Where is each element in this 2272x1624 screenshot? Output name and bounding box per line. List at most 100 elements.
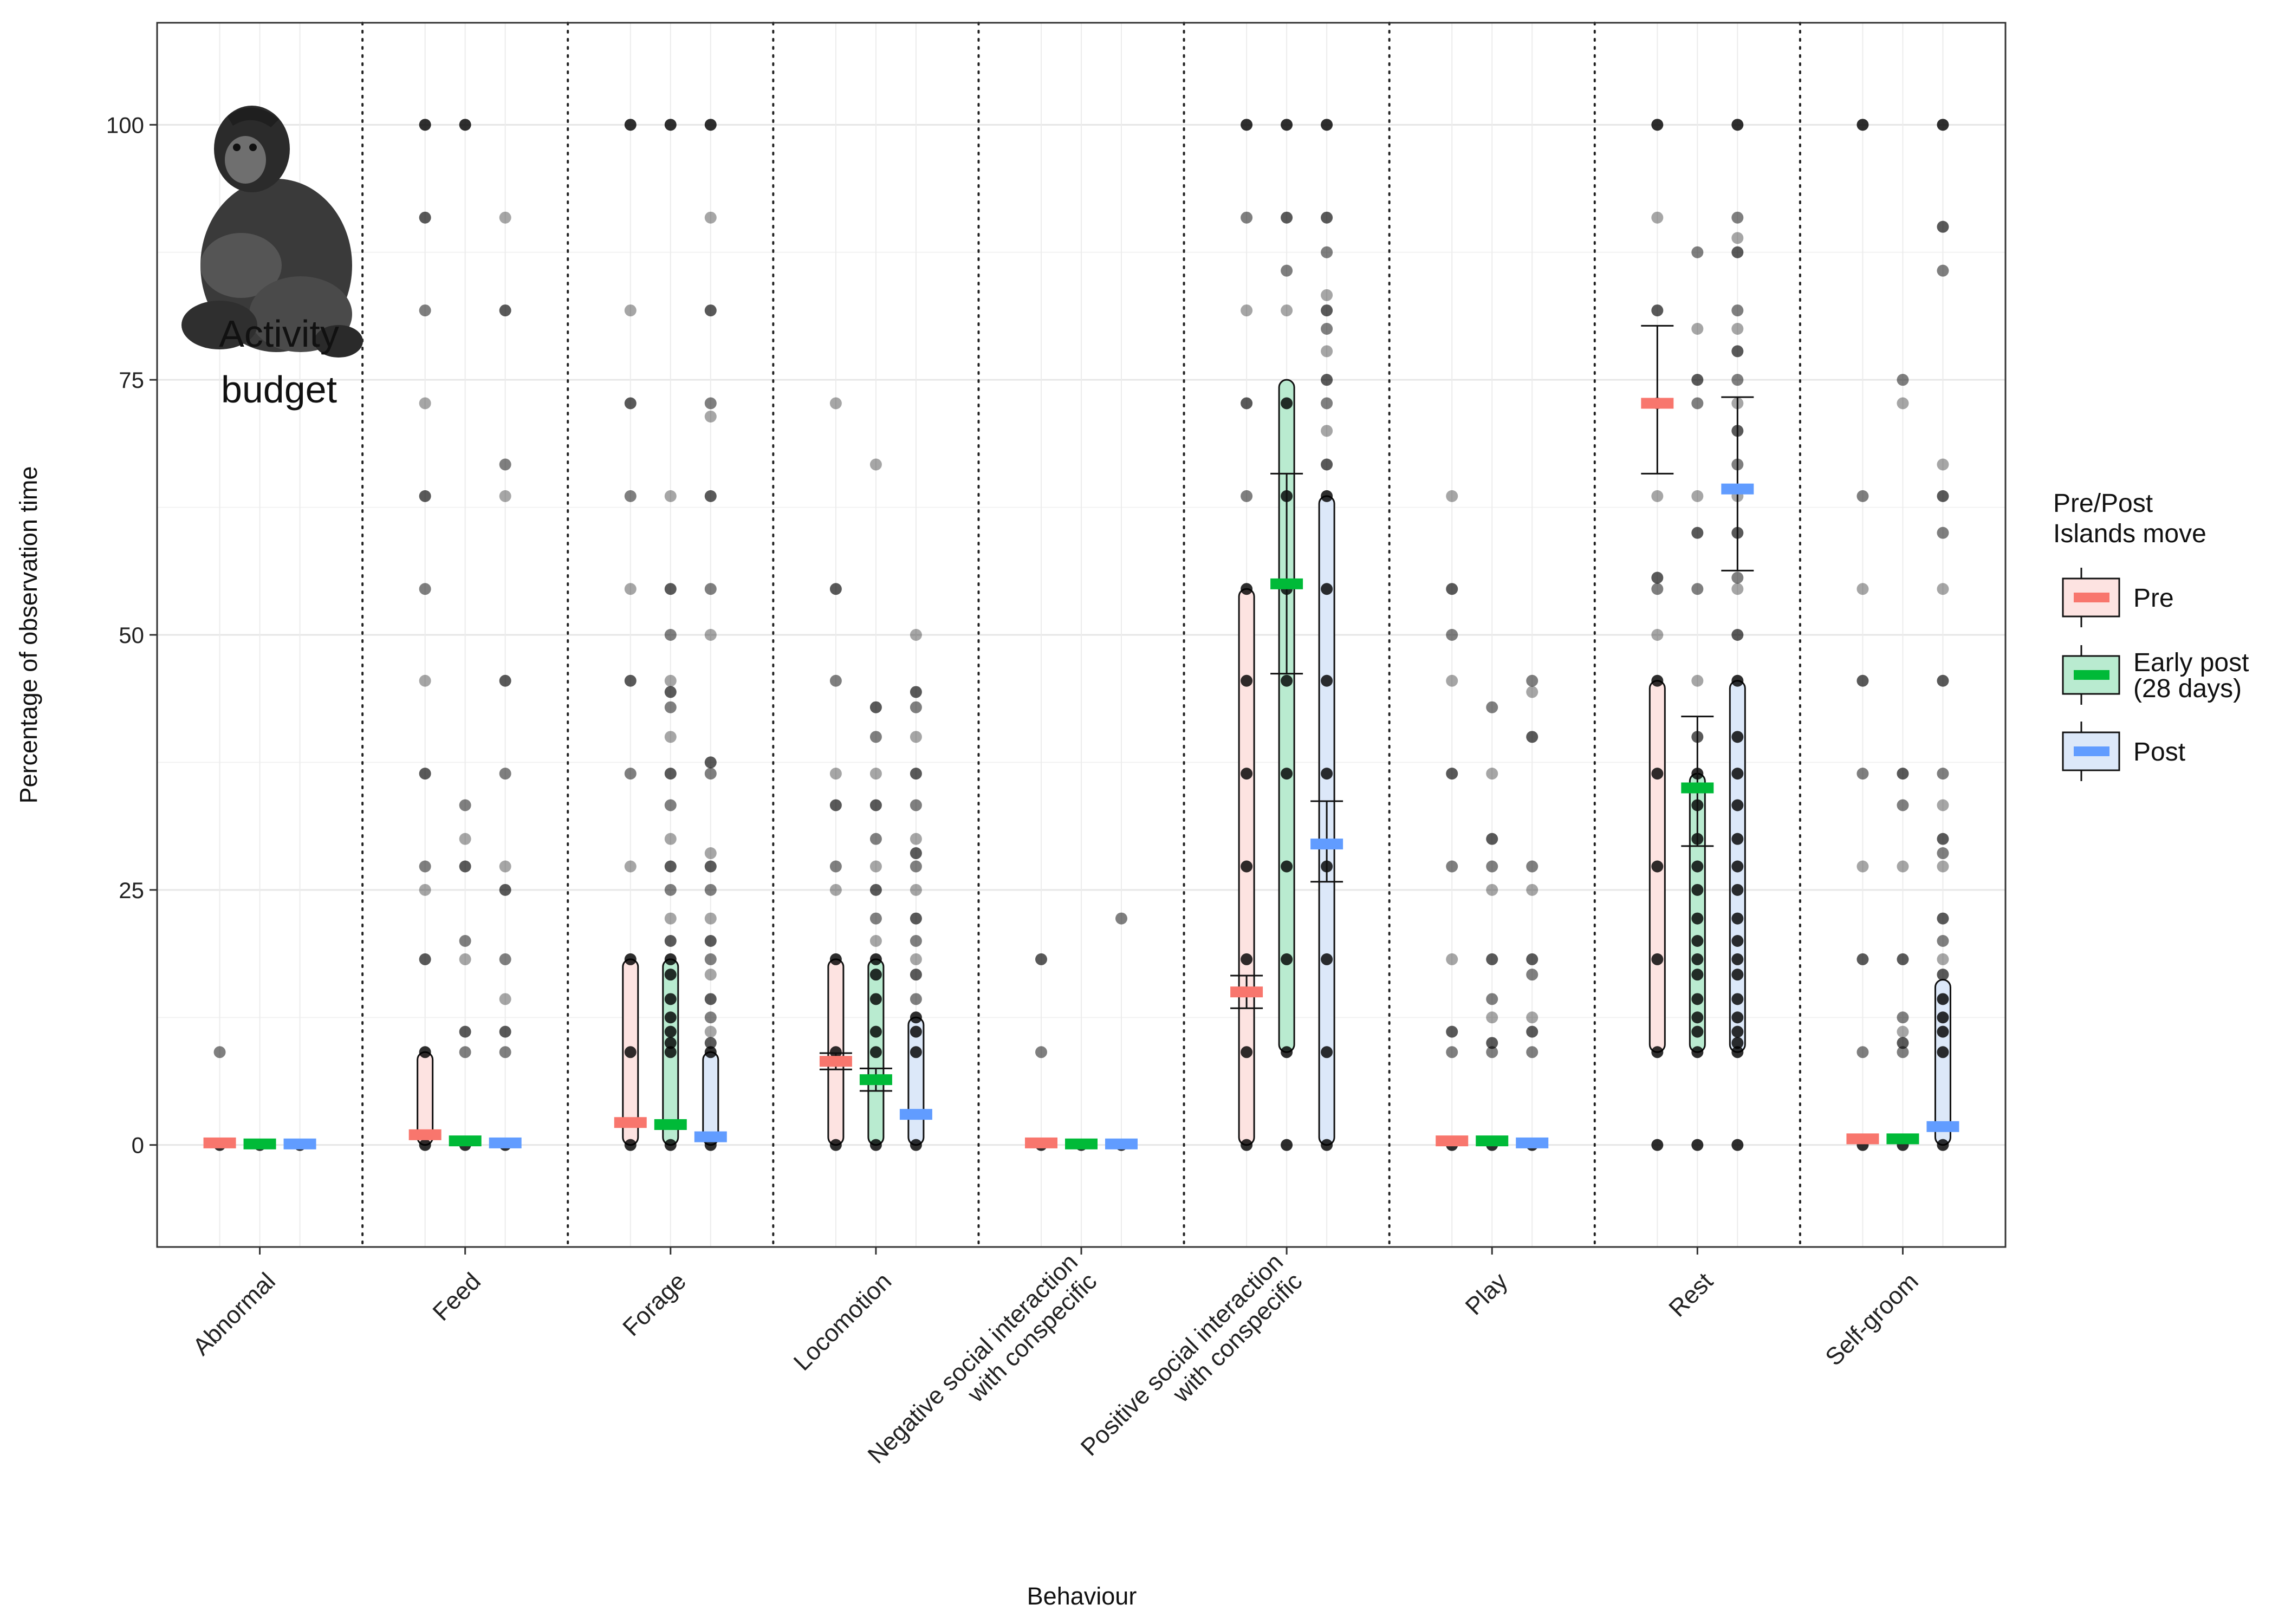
post-mean-marker xyxy=(899,1109,932,1120)
early-mean-marker xyxy=(654,1119,687,1130)
post-mean-marker xyxy=(1926,1121,1959,1132)
post-mean-marker xyxy=(1310,839,1343,850)
pre-data-point xyxy=(1651,304,1664,317)
post-data-point xyxy=(1731,884,1744,896)
post-data-point xyxy=(1937,768,1949,780)
pre-data-point xyxy=(829,1046,842,1058)
pre-data-point xyxy=(624,490,637,502)
post-data-point xyxy=(499,490,511,502)
early-data-point xyxy=(1281,1046,1293,1058)
post-data-point xyxy=(1937,458,1949,471)
pre-legend-box xyxy=(2062,577,2120,618)
post-data-point xyxy=(1731,1025,1744,1038)
post-data-point xyxy=(499,1025,511,1038)
pre-data-point xyxy=(1241,490,1253,502)
post-mean-marker xyxy=(694,1131,727,1142)
data-points xyxy=(213,119,1949,1151)
early-data-point xyxy=(664,1037,677,1049)
post-data-point xyxy=(704,583,717,595)
post-data-point xyxy=(1731,345,1744,358)
pre-data-point xyxy=(624,674,637,687)
pre-data-point xyxy=(1651,860,1664,873)
early-data-point xyxy=(869,458,882,471)
post-data-point xyxy=(499,458,511,471)
pre-data-point xyxy=(1035,1046,1047,1058)
post-data-point xyxy=(910,884,922,896)
post-data-point xyxy=(1321,323,1333,335)
post-data-point xyxy=(1321,345,1333,358)
facet-separators xyxy=(361,22,1801,1248)
early-data-point xyxy=(1691,935,1704,947)
post-data-point xyxy=(704,860,717,873)
pre-data-point xyxy=(624,119,637,131)
early-data-point xyxy=(1897,1037,1909,1049)
early-data-point xyxy=(459,953,471,965)
early-data-point xyxy=(1897,860,1909,873)
early-data-point xyxy=(664,884,677,896)
post-data-point xyxy=(1731,799,1744,811)
early-data-point xyxy=(1486,1037,1498,1049)
early-data-point xyxy=(869,969,882,981)
post-data-point xyxy=(1731,246,1744,258)
early-data-point xyxy=(1691,1011,1704,1024)
post-data-point xyxy=(1731,571,1744,584)
early-data-point xyxy=(1281,211,1293,224)
pre-data-point xyxy=(1241,1139,1253,1151)
post-data-point xyxy=(704,993,717,1005)
post-data-point xyxy=(499,884,511,896)
post-data-point xyxy=(1321,1139,1333,1151)
y-tick-label: 75 xyxy=(119,367,144,393)
post-data-point xyxy=(1731,232,1744,244)
post-mean-marker xyxy=(283,1138,316,1149)
early-data-point xyxy=(664,1046,677,1058)
early-data-point xyxy=(1897,374,1909,386)
pre-data-point xyxy=(1446,629,1458,641)
early-data-point xyxy=(1691,912,1704,925)
pre-legend-label: Pre xyxy=(2133,584,2174,613)
post-data-point xyxy=(910,731,922,743)
early-data-point xyxy=(664,1139,677,1151)
pre-data-point xyxy=(1651,1139,1664,1151)
early-data-point xyxy=(664,686,677,698)
post-data-point xyxy=(1937,220,1949,233)
early-data-point xyxy=(1281,953,1293,965)
early-data-point xyxy=(869,768,882,780)
early-data-point xyxy=(664,1011,677,1024)
post-data-point xyxy=(704,211,717,224)
post-data-point xyxy=(704,1025,717,1038)
early-data-point xyxy=(869,953,882,965)
early-legend-label: (28 days) xyxy=(2133,674,2242,703)
pre-data-point xyxy=(419,119,431,131)
post-data-point xyxy=(1731,629,1744,641)
post-data-point xyxy=(1526,674,1539,687)
post-data-point xyxy=(1115,912,1127,925)
pre-data-point xyxy=(624,304,637,317)
post-data-point xyxy=(1731,731,1744,743)
post-data-point xyxy=(1731,953,1744,965)
post-data-point xyxy=(1321,397,1333,410)
early-data-point xyxy=(664,490,677,502)
post-data-point xyxy=(910,833,922,845)
post-data-point xyxy=(1321,374,1333,386)
pre-data-point xyxy=(1446,1025,1458,1038)
pre-data-point xyxy=(1651,953,1664,965)
early-data-point xyxy=(1281,264,1293,277)
post-data-point xyxy=(1937,860,1949,873)
post-data-point xyxy=(704,756,717,769)
pre-data-point xyxy=(1856,1046,1869,1058)
early-data-point xyxy=(1897,799,1909,811)
early-data-point xyxy=(1691,374,1704,386)
post-data-point xyxy=(1937,490,1949,502)
early-data-point xyxy=(1691,527,1704,539)
pre-data-point xyxy=(419,884,431,896)
early-data-point xyxy=(1691,490,1704,502)
pre-data-point xyxy=(419,860,431,873)
early-data-point xyxy=(869,1046,882,1058)
pre-data-point xyxy=(829,884,842,896)
early-data-point xyxy=(664,768,677,780)
pre-legend-swatch xyxy=(2074,593,2109,602)
post-data-point xyxy=(910,860,922,873)
post-data-point xyxy=(704,304,717,317)
post-data-point xyxy=(1731,1011,1744,1024)
early-data-point xyxy=(664,912,677,925)
